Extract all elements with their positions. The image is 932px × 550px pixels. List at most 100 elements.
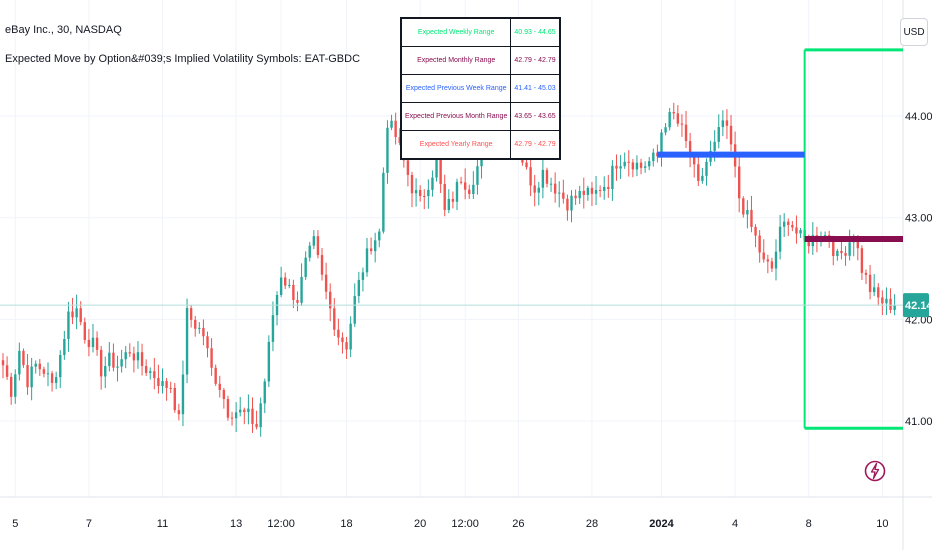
candle-body xyxy=(263,381,266,404)
candle-body xyxy=(185,308,189,375)
candle-body xyxy=(872,287,876,293)
candle-body xyxy=(443,183,446,211)
time-tick-label: 12:00 xyxy=(451,518,479,530)
candle-body xyxy=(394,120,397,138)
candle-body xyxy=(67,311,70,339)
candle-body xyxy=(177,410,181,415)
range-value: 43.65 - 43.65 xyxy=(510,102,561,131)
candle-body xyxy=(104,366,107,377)
candle-body xyxy=(165,381,168,388)
candle-body xyxy=(553,183,557,194)
candle-body xyxy=(63,338,66,356)
candle-body xyxy=(856,238,860,249)
range-value: 42.79 - 42.79 xyxy=(510,46,561,75)
time-tick-label: 12:00 xyxy=(267,518,295,530)
candle-body xyxy=(435,158,438,178)
candle-body xyxy=(373,240,377,252)
candle-body xyxy=(648,161,651,167)
expected-move-levels xyxy=(657,48,903,430)
candle-body xyxy=(787,221,790,225)
candle-body xyxy=(848,242,851,256)
candle-body xyxy=(279,277,283,295)
candle-body xyxy=(320,255,324,275)
price-axis[interactable]: 44.00 43.00 42.00 41.00 xyxy=(905,111,932,428)
candle-body xyxy=(226,399,230,418)
candle-body xyxy=(795,227,798,234)
candle-body xyxy=(668,112,671,128)
time-tick-label: 28 xyxy=(586,518,598,530)
candle-body xyxy=(639,162,643,168)
candle-body xyxy=(717,127,720,142)
range-label: Expected Previous Month Range xyxy=(400,102,512,131)
candle-body xyxy=(239,409,242,413)
candle-body xyxy=(549,183,553,185)
candle-body xyxy=(194,319,197,329)
time-tick-label: 2024 xyxy=(649,518,674,530)
range-label: Expected Yearly Range xyxy=(400,130,512,160)
candle-body xyxy=(54,377,58,383)
candle-body xyxy=(369,248,373,252)
candle-body xyxy=(423,195,426,197)
candle-body xyxy=(140,352,144,367)
time-tick-label: 7 xyxy=(86,518,92,530)
candle-body xyxy=(844,253,847,256)
candle-body xyxy=(615,165,618,169)
candle-body xyxy=(222,389,226,400)
candle-body xyxy=(87,339,91,348)
candle-body xyxy=(71,311,74,318)
candle-body xyxy=(562,192,565,199)
candle-body xyxy=(427,189,430,197)
candle-body xyxy=(144,366,148,373)
candle-body xyxy=(627,161,630,163)
candle-body xyxy=(578,190,581,199)
candle-body xyxy=(136,352,140,361)
time-tick-label: 8 xyxy=(806,518,812,530)
indicator-title[interactable]: Expected Move by Option&#039;s Implied V… xyxy=(5,53,361,65)
candle-body xyxy=(525,162,528,168)
candle-body xyxy=(414,190,418,194)
candle-body xyxy=(832,241,835,256)
candle-body xyxy=(218,383,221,390)
expected-range-table: Expected Weekly Range 40.93 - 44.65 Expe… xyxy=(400,17,561,160)
candle-body xyxy=(570,195,573,211)
price-tick-label: 42.00 xyxy=(905,314,932,326)
candle-body xyxy=(5,365,9,377)
price-tick-label: 41.00 xyxy=(905,416,932,428)
candle-body xyxy=(333,308,336,330)
candle-body xyxy=(635,162,639,170)
candle-body xyxy=(386,127,389,173)
candle-body xyxy=(455,181,459,202)
candle-body xyxy=(26,365,29,388)
candle-body xyxy=(558,192,561,194)
candle-body xyxy=(680,123,684,125)
candle-body xyxy=(746,210,749,215)
candle-body xyxy=(361,272,365,280)
candle-body xyxy=(582,190,585,195)
candle-body xyxy=(807,240,810,247)
time-tick-label: 4 xyxy=(732,518,738,530)
candle-body xyxy=(406,160,410,175)
candle-body xyxy=(750,210,753,227)
candle-body xyxy=(267,341,271,382)
candle-body xyxy=(91,337,95,348)
currency-button[interactable]: USD xyxy=(900,18,928,46)
symbol-title[interactable]: eBay Inc., 30, NASDAQ xyxy=(5,24,122,36)
price-tick-label: 44.00 xyxy=(905,111,932,123)
time-axis[interactable]: 5 7 11 13 12:00 18 20 12:00 26 28 2024 4 8 10 xyxy=(12,518,888,530)
candle-body xyxy=(738,166,741,199)
candle-body xyxy=(766,259,770,262)
candle-body xyxy=(697,164,700,181)
range-value: 41.41 - 45.03 xyxy=(510,74,561,103)
candle-body xyxy=(59,355,62,378)
candle-body xyxy=(300,276,303,303)
candle-body xyxy=(476,166,479,185)
candle-body xyxy=(329,291,332,309)
lightning-icon[interactable] xyxy=(864,454,886,488)
candle-body xyxy=(173,387,176,411)
candle-body xyxy=(864,272,868,275)
candle-body xyxy=(463,182,467,190)
price-tick-label: 43.00 xyxy=(905,213,932,225)
table-row: Expected Previous Week Range 41.41 - 45.… xyxy=(400,74,561,103)
candle-body xyxy=(586,187,590,195)
candle-body xyxy=(598,190,602,192)
